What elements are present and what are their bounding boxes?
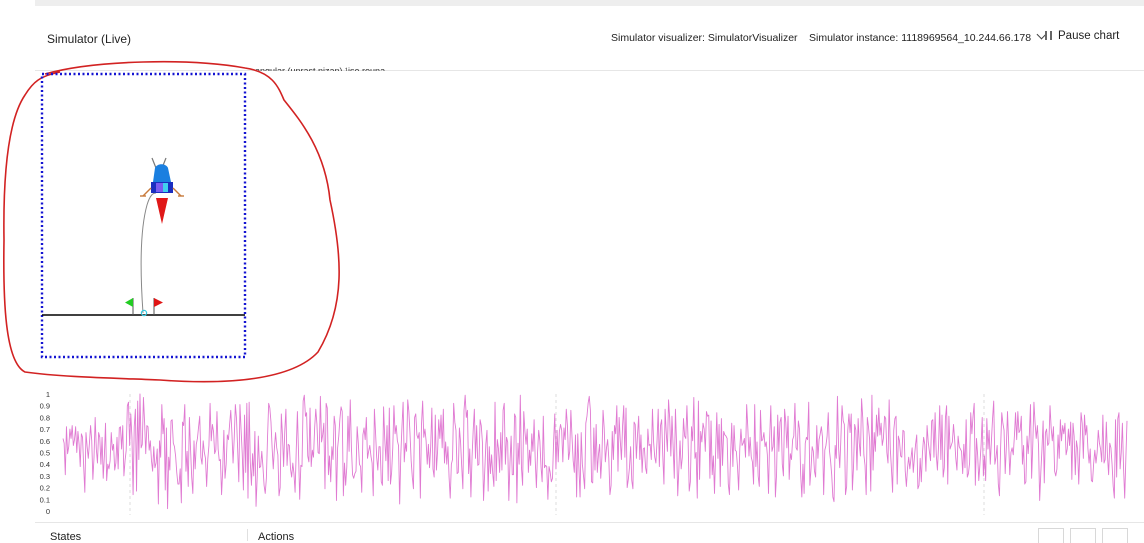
chevron-down-icon[interactable]	[1102, 528, 1128, 543]
red-annotation-circle	[3, 60, 340, 383]
legend-snippet: angular (unrast nizan) ¹ise rouna	[255, 66, 386, 71]
simulator-instance-dropdown[interactable]: Simulator instance: 1118969564_10.244.66…	[809, 29, 1047, 44]
simulator-visualizer	[3, 60, 340, 383]
simulator-visualizer-label: Simulator visualizer: SimulatorVisualize…	[611, 32, 798, 44]
bottom-panel: States Actions	[35, 522, 1144, 543]
edit-icon[interactable]	[1038, 528, 1064, 543]
landing-target-marker	[140, 309, 148, 317]
flag-icon	[153, 298, 163, 315]
y-tick-label: 0.1	[40, 495, 50, 504]
filter-icon[interactable]	[1070, 528, 1096, 543]
y-tick-label: 0.3	[40, 472, 50, 481]
page-title: Simulator (Live)	[47, 32, 132, 46]
y-tick-label: 0.7	[40, 425, 50, 434]
simulator-instance-label: Simulator instance: 1118969564_10.244.66…	[809, 32, 1032, 44]
flag-icon	[125, 298, 134, 315]
trajectory-line	[140, 192, 157, 314]
y-tick-label: 0.2	[40, 484, 50, 493]
pause-icon	[1045, 31, 1052, 40]
y-tick-label: 0.8	[40, 413, 50, 422]
lunar-lander-icon	[140, 157, 184, 224]
y-tick-label: 0.6	[40, 437, 50, 446]
y-tick-label: 0	[46, 507, 50, 516]
tab-states[interactable]: States	[50, 531, 82, 543]
top-strip	[35, 0, 1144, 6]
y-tick-label: 0.4	[40, 460, 50, 469]
series-line-0	[62, 393, 1128, 510]
y-tick-label: 0.5	[40, 449, 50, 458]
pause-chart-button[interactable]: Pause chart	[1045, 30, 1119, 42]
y-tick-label: 1	[46, 390, 50, 399]
tab-divider	[247, 529, 248, 541]
tab-actions[interactable]: Actions	[258, 531, 295, 543]
pause-chart-label: Pause chart	[1058, 30, 1120, 42]
simulator-header: Simulator (Live) Simulator visualizer: S…	[35, 6, 1144, 71]
y-tick-label: 0.9	[40, 402, 50, 411]
states-line-chart: 1 0.9 0.8 0.7 0.6 0.5 0.4 0.3 0.2 0.1 0	[40, 390, 1128, 516]
